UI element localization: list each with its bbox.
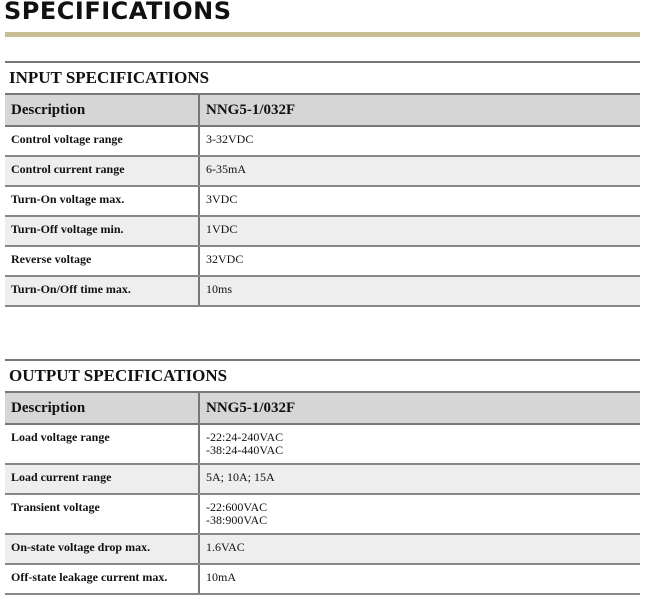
spec-value: 3VDC [199,186,640,217]
page-title: SPECIFICATIONS [4,0,232,25]
spec-value: 1VDC [199,216,640,247]
spec-description: Load voltage range [5,424,200,465]
table-row: On-state voltage drop max. 1.6VAC [5,534,640,565]
spec-description: Reverse voltage [5,246,200,277]
spec-description: Load current range [5,464,200,495]
table-row: Reverse voltage 32VDC [5,246,640,277]
output-specifications-section: OUTPUT SPECIFICATIONS Description NNG5-1/… [5,359,640,595]
column-header-description: Description [5,93,200,127]
spec-value: 10ms [199,276,640,307]
spec-value: 32VDC [199,246,640,277]
input-spec-table: Description NNG5-1/032F Control voltage ra… [5,93,640,307]
spec-description: Turn-On/Off time max. [5,276,200,307]
spec-description: Turn-On voltage max. [5,186,200,217]
spec-value-line: 1.6VAC [206,540,245,554]
table-header-row: Description NNG5-1/032F [5,391,640,425]
spec-value-line: 6-35mA [206,162,246,176]
table-row: Turn-On voltage max. 3VDC [5,186,640,217]
spec-value-line: 10mA [206,570,236,584]
table-row: Off-state leakage current max. 10mA [5,564,640,595]
section-heading: INPUT SPECIFICATIONS [9,68,210,87]
spec-value: -22:600VAC -38:900VAC [199,494,640,535]
spec-value-line: 3-32VDC [206,132,254,146]
spec-description: Control current range [5,156,200,187]
spec-description: Off-state leakage current max. [5,564,200,595]
table-row: Control voltage range 3-32VDC [5,126,640,157]
spec-value: 10mA [199,564,640,595]
spec-value-line: -22:24-240VAC [206,430,284,444]
table-row: Load voltage range -22:24-240VAC -38:24-44… [5,424,640,465]
spec-value-line: 1VDC [206,222,238,236]
spec-value-line: -22:600VAC [206,500,268,514]
spec-value: 3-32VDC [199,126,640,157]
table-row: Control current range 6-35mA [5,156,640,187]
spec-description: On-state voltage drop max. [5,534,200,565]
spec-value-line: 3VDC [206,192,238,206]
section-divider [5,61,640,63]
spec-value-line: -38:900VAC [206,513,268,527]
spec-value: 5A; 10A; 15A [199,464,640,495]
spec-value-line: 5A; 10A; 15A [206,470,275,484]
spec-value: 1.6VAC [199,534,640,565]
spec-description: Control voltage range [5,126,200,157]
section-divider [5,359,640,361]
section-heading: OUTPUT SPECIFICATIONS [9,366,228,385]
table-header-row: Description NNG5-1/032F [5,93,640,127]
spec-description: Turn-Off voltage min. [5,216,200,247]
spec-value-line: 10ms [206,282,233,296]
table-row: Transient voltage -22:600VAC -38:900VAC [5,494,640,535]
input-specifications-section: INPUT SPECIFICATIONS Description NNG5-1/0… [5,61,640,307]
spec-value: -22:24-240VAC -38:24-440VAC [199,424,640,465]
spec-value-line: -38:24-440VAC [206,443,284,457]
column-header-model: NNG5-1/032F [199,93,640,127]
spec-description: Transient voltage [5,494,200,535]
title-divider [5,32,640,37]
column-header-model: NNG5-1/032F [199,391,640,425]
spec-value-line: 32VDC [206,252,244,266]
table-row: Load current range 5A; 10A; 15A [5,464,640,495]
column-header-description: Description [5,391,200,425]
output-spec-table: Description NNG5-1/032F Load voltage range… [5,391,640,595]
table-row: Turn-On/Off time max. 10ms [5,276,640,307]
table-row: Turn-Off voltage min. 1VDC [5,216,640,247]
spec-value: 6-35mA [199,156,640,187]
